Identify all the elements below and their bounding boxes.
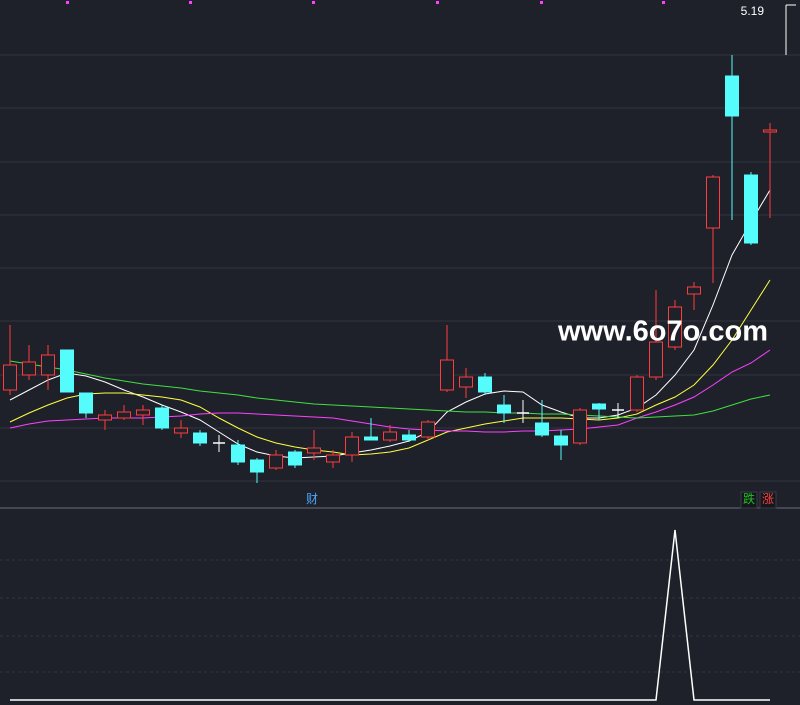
candle-body	[706, 176, 720, 229]
candle-body	[3, 364, 17, 391]
candle-body	[98, 414, 112, 421]
candle-body	[554, 435, 568, 446]
legend-label: 跌	[743, 491, 755, 506]
candle-body	[687, 286, 701, 295]
candle-body	[250, 459, 264, 473]
candle-body	[174, 427, 188, 434]
candle-body	[231, 444, 245, 463]
legend-box	[759, 491, 777, 509]
candle-body	[763, 129, 777, 133]
candle-body	[155, 407, 169, 429]
candle-body	[193, 432, 207, 444]
candle-body	[60, 349, 74, 393]
candle-body	[383, 431, 397, 441]
candle-body	[364, 436, 378, 441]
candle-body	[630, 376, 644, 411]
max-label: 5.19	[741, 4, 765, 18]
candle-body	[725, 75, 739, 117]
moving-average	[9, 360, 771, 419]
candle-body	[402, 434, 416, 441]
candle-body	[744, 174, 758, 244]
candle-body	[459, 376, 473, 388]
moving-average	[9, 279, 771, 456]
candle-body	[668, 306, 682, 348]
top-dots	[66, 1, 665, 4]
candle-body	[421, 421, 435, 438]
candle-body	[573, 409, 587, 444]
candle-body	[345, 436, 359, 456]
candle-body	[592, 403, 606, 410]
indicator-line	[10, 529, 770, 701]
candle-body	[136, 409, 150, 416]
candle-body	[307, 447, 321, 454]
candle-body	[535, 422, 549, 436]
watermark: www.6o7o.com	[557, 316, 768, 348]
candle-body	[288, 451, 302, 466]
candle-body	[269, 454, 283, 469]
candle-body	[41, 354, 55, 376]
candle-body	[440, 359, 454, 391]
candle-body	[22, 361, 36, 376]
candle-body	[649, 341, 663, 378]
candle-body	[478, 376, 492, 393]
legend-label: 涨	[762, 491, 774, 506]
candle-body	[497, 404, 511, 414]
candle-body	[326, 454, 340, 463]
candle-body	[117, 411, 131, 419]
legend-box	[740, 491, 758, 509]
candle-body	[79, 392, 93, 414]
event-label: 财	[306, 492, 318, 506]
